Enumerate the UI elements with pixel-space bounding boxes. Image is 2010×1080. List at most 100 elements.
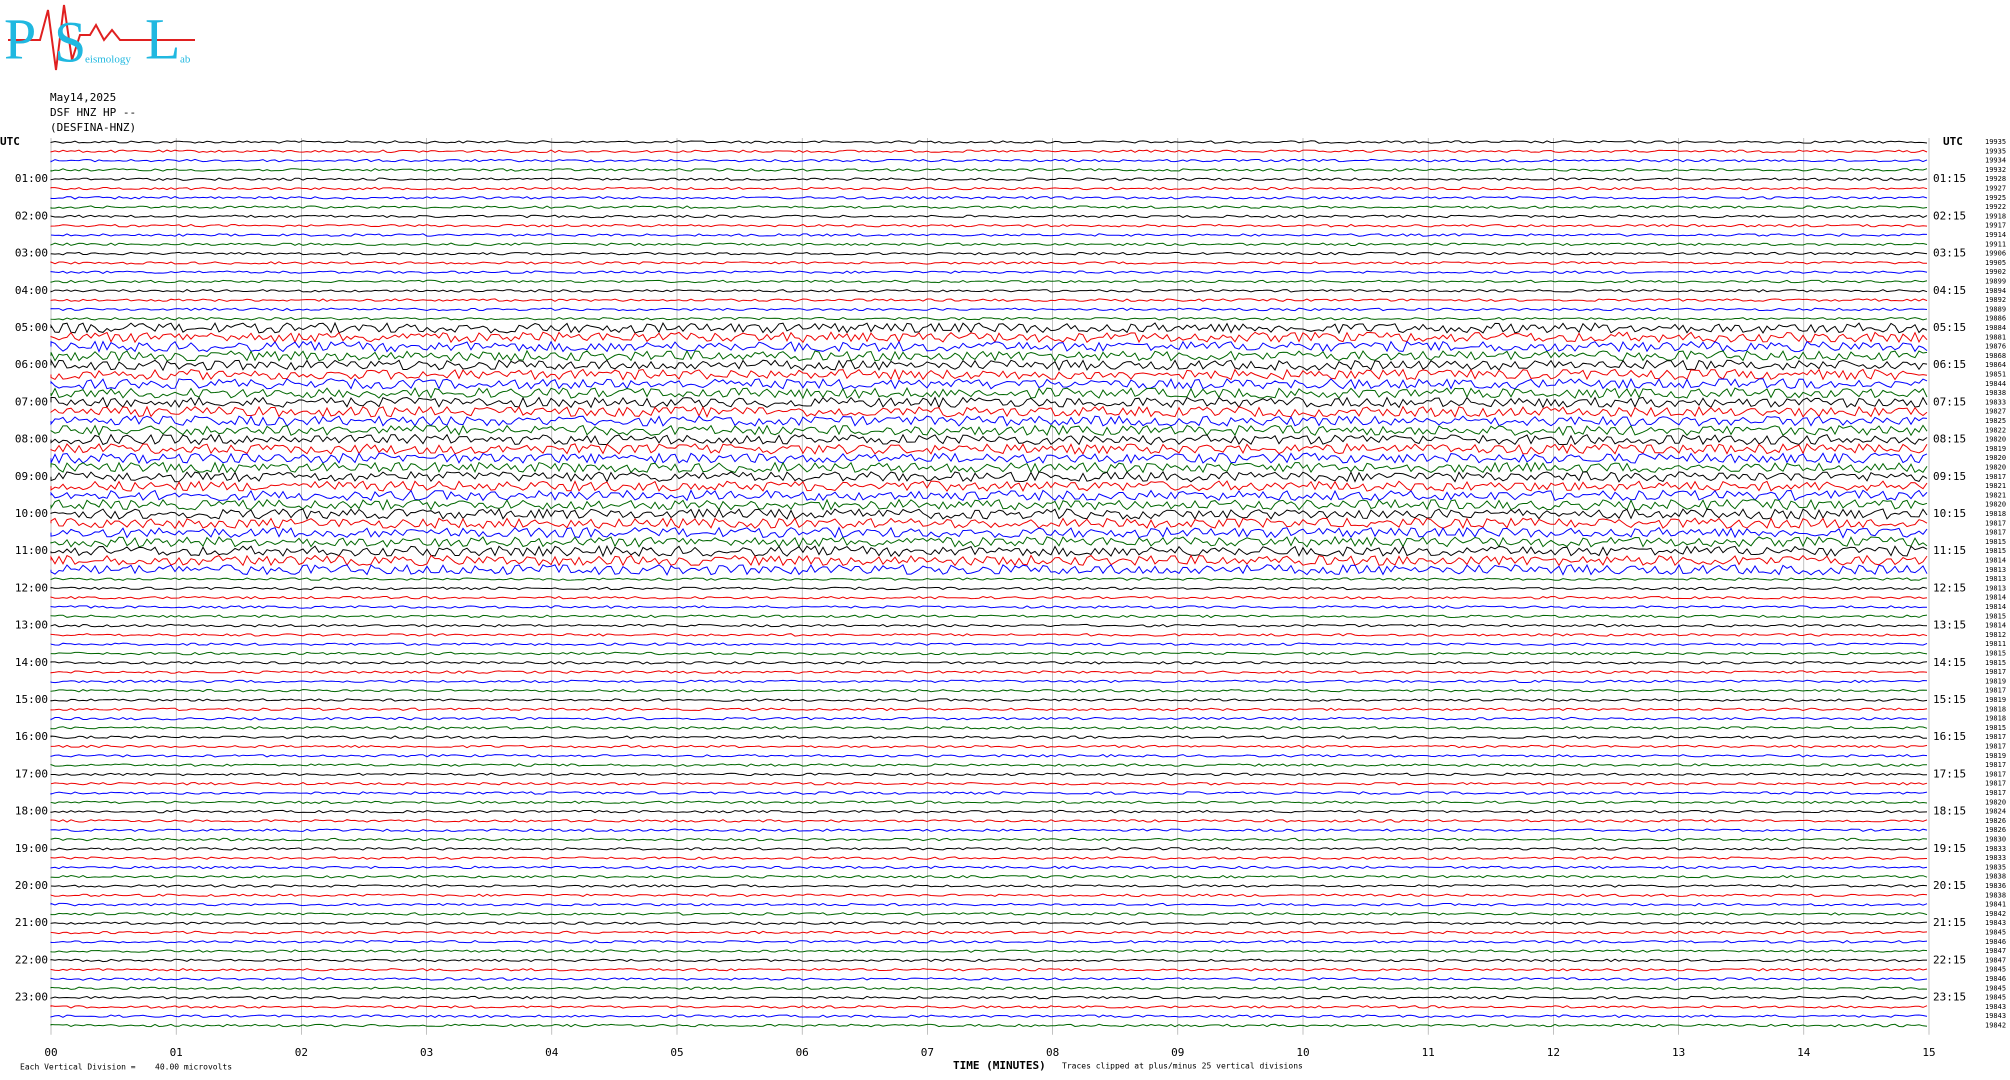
trace — [50, 586, 1928, 591]
row-number: 19819 — [1985, 677, 2006, 685]
hour-label-right: 16:15 — [1933, 730, 1966, 743]
utc-right: UTC — [1943, 135, 1963, 148]
scale-label: Each Vertical Division = — [20, 1063, 136, 1072]
row-number: 19922 — [1985, 203, 2006, 211]
row-number: 19833 — [1985, 398, 2006, 406]
trace — [50, 554, 1928, 567]
row-number: 19817 — [1985, 780, 2006, 788]
hour-label: 14:00 — [15, 656, 48, 669]
row-number: 19845 — [1985, 994, 2006, 1002]
row-number: 19876 — [1985, 343, 2006, 351]
trace — [50, 995, 1928, 1000]
row-number: 19814 — [1985, 622, 2006, 630]
x-tick-label: 13 — [1672, 1046, 1685, 1059]
trace — [50, 214, 1928, 219]
hour-label: 19:00 — [15, 842, 48, 855]
row-number: 19830 — [1985, 836, 2006, 844]
row-number: 19817 — [1985, 668, 2006, 676]
row-number: 19821 — [1985, 491, 2006, 499]
row-number: 19826 — [1985, 826, 2006, 834]
trace — [50, 233, 1928, 237]
trace — [50, 340, 1928, 353]
hour-label: 18:00 — [15, 805, 48, 818]
trace — [50, 405, 1928, 418]
row-number: 19833 — [1985, 854, 2006, 862]
row-number: 19846 — [1985, 938, 2006, 946]
trace — [50, 251, 1928, 256]
trace — [50, 828, 1928, 832]
trace — [50, 940, 1928, 944]
trace — [50, 535, 1928, 549]
x-tick-label: 14 — [1797, 1046, 1811, 1059]
trace — [50, 679, 1928, 684]
trace — [50, 949, 1928, 953]
channel: DSF HNZ HP -- — [50, 106, 136, 119]
hour-label: 11:00 — [15, 544, 48, 557]
row-number: 19835 — [1985, 863, 2006, 871]
trace — [50, 977, 1928, 981]
trace — [50, 772, 1928, 777]
row-number: 19841 — [1985, 901, 2006, 909]
row-number: 19820 — [1985, 798, 2006, 806]
row-number: 19815 — [1985, 612, 2006, 620]
row-number: 19842 — [1985, 1022, 2006, 1030]
trace — [50, 614, 1928, 619]
row-number: 19813 — [1985, 566, 2006, 574]
x-tick-label: 04 — [545, 1046, 559, 1059]
row-number: 19818 — [1985, 705, 2006, 713]
trace — [50, 149, 1928, 154]
row-number: 19814 — [1985, 603, 2006, 611]
row-number: 19827 — [1985, 408, 2006, 416]
hour-label: 06:00 — [15, 358, 48, 371]
trace — [50, 316, 1928, 321]
clip-note: Traces clipped at plus/minus 25 vertical… — [1062, 1062, 1303, 1071]
x-tick-label: 11 — [1422, 1046, 1435, 1059]
trace — [50, 415, 1928, 427]
row-number: 19817 — [1985, 733, 2006, 741]
row-number: 19833 — [1985, 845, 2006, 853]
row-number: 19817 — [1985, 529, 2006, 537]
hour-label: 02:00 — [15, 209, 48, 222]
trace — [50, 331, 1928, 344]
trace — [50, 577, 1928, 581]
row-number: 19819 — [1985, 696, 2006, 704]
trace — [50, 605, 1927, 609]
row-number: 19905 — [1985, 259, 2006, 267]
row-number: 19818 — [1985, 715, 2006, 723]
row-number: 19817 — [1985, 519, 2006, 527]
x-title: TIME (MINUTES) — [953, 1059, 1046, 1072]
row-number: 19815 — [1985, 659, 2006, 667]
row-number: 19820 — [1985, 454, 2006, 462]
row-number: 19906 — [1985, 250, 2006, 258]
trace — [50, 595, 1928, 600]
row-number: 19815 — [1985, 724, 2006, 732]
row-number: 19836 — [1985, 882, 2006, 890]
hour-label: 01:00 — [15, 172, 48, 185]
x-tick-label: 09 — [1171, 1046, 1184, 1059]
logo-letter: S — [54, 9, 86, 74]
trace — [50, 544, 1928, 558]
trace — [50, 168, 1928, 172]
trace — [50, 270, 1928, 274]
trace — [50, 791, 1928, 795]
row-number: 19894 — [1985, 287, 2006, 295]
row-number: 19851 — [1985, 371, 2006, 379]
trace — [50, 837, 1928, 842]
row-number: 19838 — [1985, 389, 2006, 397]
trace — [50, 688, 1928, 693]
trace — [50, 289, 1928, 293]
trace — [50, 1005, 1928, 1009]
hour-label-right: 19:15 — [1933, 842, 1966, 855]
hour-label-right: 22:15 — [1933, 953, 1966, 966]
hour-label: 15:00 — [15, 693, 48, 706]
row-number: 19932 — [1985, 166, 2006, 174]
trace — [50, 158, 1928, 163]
hour-label: 21:00 — [15, 916, 48, 929]
trace — [50, 847, 1928, 851]
x-tick-label: 07 — [921, 1046, 934, 1059]
trace — [50, 874, 1928, 879]
hour-label: 04:00 — [15, 284, 48, 297]
row-number: 19818 — [1985, 510, 2006, 518]
trace — [50, 307, 1928, 312]
